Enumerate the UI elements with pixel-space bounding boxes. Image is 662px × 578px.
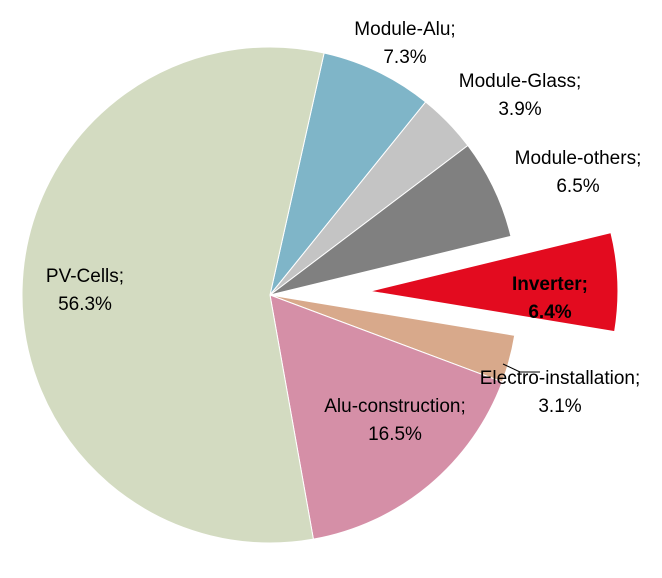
slice-value-label: 3.1% xyxy=(538,396,581,417)
slice-value-label: 6.4% xyxy=(528,302,571,323)
slice-value-label: 56.3% xyxy=(58,294,112,315)
slice-value-label: 16.5% xyxy=(368,424,422,445)
leader-line xyxy=(502,363,521,373)
pie-slice xyxy=(369,231,619,333)
slice-label: PV-Cells; xyxy=(46,266,124,287)
slice-value-label: 7.3% xyxy=(383,47,426,68)
pie-slice xyxy=(21,46,325,544)
pie-slice xyxy=(269,294,503,540)
pie-slice xyxy=(269,144,512,296)
slice-value-label: 6.5% xyxy=(556,176,599,197)
slice-label: Electro-installation; xyxy=(480,368,641,389)
slice-value-label: 3.9% xyxy=(498,99,541,120)
slice-label: Inverter; xyxy=(512,274,588,295)
slice-label: Alu-construction; xyxy=(324,396,466,417)
slice-label: Module-Glass; xyxy=(459,71,582,92)
slice-label: Module-Alu; xyxy=(354,19,455,40)
slice-label: Module-others; xyxy=(515,148,642,169)
pie-slice xyxy=(269,52,427,296)
